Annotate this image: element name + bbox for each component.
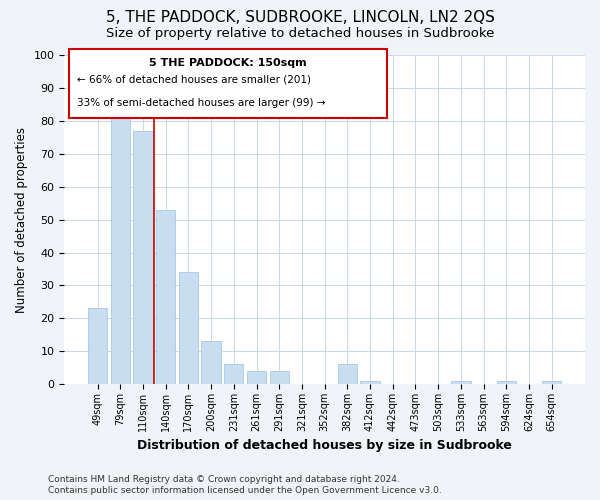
- Y-axis label: Number of detached properties: Number of detached properties: [15, 126, 28, 312]
- Bar: [156, 210, 175, 384]
- Text: Size of property relative to detached houses in Sudbrooke: Size of property relative to detached ho…: [106, 28, 494, 40]
- Bar: [497, 381, 516, 384]
- Text: 5 THE PADDOCK: 150sqm: 5 THE PADDOCK: 150sqm: [149, 58, 307, 68]
- Bar: [269, 371, 289, 384]
- Text: 5, THE PADDOCK, SUDBROOKE, LINCOLN, LN2 2QS: 5, THE PADDOCK, SUDBROOKE, LINCOLN, LN2 …: [106, 10, 494, 25]
- X-axis label: Distribution of detached houses by size in Sudbrooke: Distribution of detached houses by size …: [137, 440, 512, 452]
- Bar: [542, 381, 562, 384]
- Bar: [88, 308, 107, 384]
- Bar: [247, 371, 266, 384]
- Bar: [224, 364, 244, 384]
- Bar: [179, 272, 198, 384]
- Text: 33% of semi-detached houses are larger (99) →: 33% of semi-detached houses are larger (…: [77, 98, 326, 108]
- Bar: [133, 131, 152, 384]
- Bar: [110, 114, 130, 384]
- Bar: [451, 381, 470, 384]
- Text: Contains public sector information licensed under the Open Government Licence v3: Contains public sector information licen…: [48, 486, 442, 495]
- Text: ← 66% of detached houses are smaller (201): ← 66% of detached houses are smaller (20…: [77, 74, 311, 85]
- Text: Contains HM Land Registry data © Crown copyright and database right 2024.: Contains HM Land Registry data © Crown c…: [48, 475, 400, 484]
- Bar: [338, 364, 357, 384]
- FancyBboxPatch shape: [70, 48, 387, 117]
- Bar: [202, 342, 221, 384]
- Bar: [361, 381, 380, 384]
